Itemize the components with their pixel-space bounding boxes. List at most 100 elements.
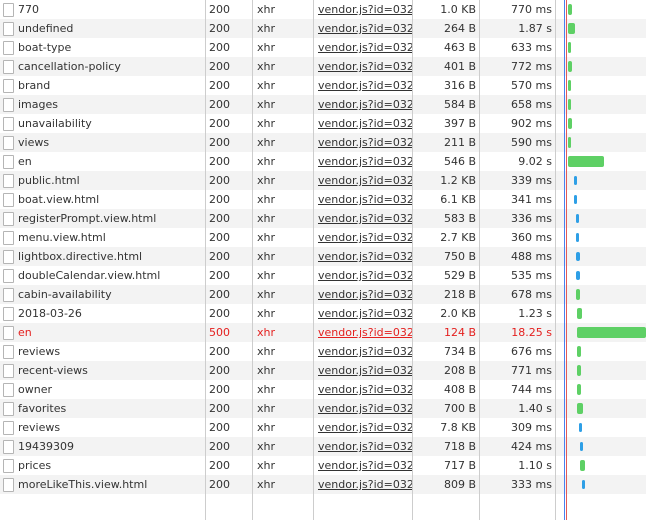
- name-cell[interactable]: doubleCalendar.view.html: [0, 266, 204, 285]
- waterfall-bar[interactable]: [568, 23, 575, 34]
- name-cell[interactable]: owner: [0, 380, 204, 399]
- table-row[interactable]: registerPrompt.view.html 200 xhr vendor.js?…: [0, 209, 646, 228]
- name-cell[interactable]: 19439309: [0, 437, 204, 456]
- initiator-link[interactable]: vendor.js?id=032...: [318, 98, 412, 111]
- name-cell[interactable]: registerPrompt.view.html: [0, 209, 204, 228]
- table-row[interactable]: reviews 200 xhr vendor.js?id=032... 734 B 676…: [0, 342, 646, 361]
- waterfall-bar[interactable]: [576, 252, 580, 261]
- waterfall-bar[interactable]: [568, 61, 572, 72]
- waterfall-bar[interactable]: [579, 423, 582, 432]
- table-row[interactable]: recent-views 200 xhr vendor.js?id=032... 208…: [0, 361, 646, 380]
- initiator-link[interactable]: vendor.js?id=032...: [318, 174, 412, 187]
- waterfall-bar[interactable]: [568, 156, 604, 167]
- table-row[interactable]: favorites 200 xhr vendor.js?id=032... 700 B 1…: [0, 399, 646, 418]
- name-cell[interactable]: reviews: [0, 342, 204, 361]
- table-row[interactable]: brand 200 xhr vendor.js?id=032... 316 B 570 m…: [0, 76, 646, 95]
- name-cell[interactable]: moreLikeThis.view.html: [0, 475, 204, 494]
- initiator-link[interactable]: vendor.js?id=032...: [318, 60, 412, 73]
- waterfall-bar[interactable]: [568, 42, 571, 53]
- initiator-link[interactable]: vendor.js?id=032...: [318, 212, 412, 225]
- table-row[interactable]: lightbox.directive.html 200 xhr vendor.js?i…: [0, 247, 646, 266]
- table-row[interactable]: cancellation-policy 200 xhr vendor.js?id=03…: [0, 57, 646, 76]
- table-row[interactable]: owner 200 xhr vendor.js?id=032... 408 B 744 m…: [0, 380, 646, 399]
- waterfall-bar[interactable]: [577, 308, 582, 319]
- name-cell[interactable]: cancellation-policy: [0, 57, 204, 76]
- name-cell[interactable]: prices: [0, 456, 204, 475]
- table-row[interactable]: unavailability 200 xhr vendor.js?id=032... 3…: [0, 114, 646, 133]
- name-cell[interactable]: menu.view.html: [0, 228, 204, 247]
- waterfall-bar[interactable]: [576, 214, 579, 223]
- column-divider[interactable]: [479, 0, 480, 520]
- initiator-link[interactable]: vendor.js?id=032...: [318, 136, 412, 149]
- waterfall-bar[interactable]: [568, 118, 572, 129]
- column-divider[interactable]: [205, 0, 206, 520]
- table-row[interactable]: boat.view.html 200 xhr vendor.js?id=032... 6…: [0, 190, 646, 209]
- table-row[interactable]: prices 200 xhr vendor.js?id=032... 717 B 1.10…: [0, 456, 646, 475]
- table-row[interactable]: cabin-availability 200 xhr vendor.js?id=032…: [0, 285, 646, 304]
- name-cell[interactable]: reviews: [0, 418, 204, 437]
- waterfall-bar[interactable]: [582, 480, 585, 489]
- name-cell[interactable]: en: [0, 152, 204, 171]
- column-divider[interactable]: [313, 0, 314, 520]
- name-cell[interactable]: boat-type: [0, 38, 204, 57]
- waterfall-bar[interactable]: [576, 233, 579, 242]
- column-divider[interactable]: [252, 0, 253, 520]
- waterfall-bar[interactable]: [576, 289, 580, 300]
- table-row[interactable]: 770 200 xhr vendor.js?id=032... 1.0 KB 770 ms: [0, 0, 646, 19]
- waterfall-bar[interactable]: [574, 195, 577, 204]
- initiator-link[interactable]: vendor.js?id=032...: [318, 383, 412, 396]
- waterfall-bar[interactable]: [574, 176, 577, 185]
- table-row[interactable]: boat-type 200 xhr vendor.js?id=032... 463 B 6…: [0, 38, 646, 57]
- waterfall-bar[interactable]: [568, 99, 571, 110]
- table-row[interactable]: 19439309 200 xhr vendor.js?id=032... 718 B 42…: [0, 437, 646, 456]
- waterfall-bar[interactable]: [568, 4, 572, 15]
- initiator-link[interactable]: vendor.js?id=032...: [318, 269, 412, 282]
- name-cell[interactable]: 770: [0, 0, 204, 19]
- name-cell[interactable]: cabin-availability: [0, 285, 204, 304]
- initiator-link[interactable]: vendor.js?id=032...: [318, 345, 412, 358]
- initiator-link[interactable]: vendor.js?id=032...: [318, 364, 412, 377]
- initiator-link[interactable]: vendor.js?id=032...: [318, 402, 412, 415]
- name-cell[interactable]: public.html: [0, 171, 204, 190]
- waterfall-bar[interactable]: [580, 442, 583, 451]
- waterfall-bar[interactable]: [577, 384, 581, 395]
- table-row[interactable]: views 200 xhr vendor.js?id=032... 211 B 590 m…: [0, 133, 646, 152]
- waterfall-bar[interactable]: [568, 80, 571, 91]
- waterfall-bar[interactable]: [580, 460, 585, 471]
- waterfall-bar[interactable]: [577, 346, 581, 357]
- name-cell[interactable]: recent-views: [0, 361, 204, 380]
- column-divider[interactable]: [555, 0, 556, 520]
- table-row[interactable]: en 500 xhr vendor.js?id=032... 124 B 18.25 s: [0, 323, 646, 342]
- waterfall-bar[interactable]: [577, 403, 583, 414]
- initiator-link[interactable]: vendor.js?id=032...: [318, 22, 412, 35]
- initiator-link[interactable]: vendor.js?id=032...: [318, 478, 412, 491]
- initiator-link[interactable]: vendor.js?id=032...: [318, 3, 412, 16]
- name-cell[interactable]: favorites: [0, 399, 204, 418]
- initiator-link[interactable]: vendor.js?id=032...: [318, 440, 412, 453]
- waterfall-bar[interactable]: [577, 327, 646, 338]
- initiator-link[interactable]: vendor.js?id=032...: [318, 459, 412, 472]
- name-cell[interactable]: lightbox.directive.html: [0, 247, 204, 266]
- waterfall-bar[interactable]: [576, 271, 580, 280]
- table-row[interactable]: menu.view.html 200 xhr vendor.js?id=032... 2…: [0, 228, 646, 247]
- table-row[interactable]: en 200 xhr vendor.js?id=032... 546 B 9.02 s: [0, 152, 646, 171]
- table-row[interactable]: moreLikeThis.view.html 200 xhr vendor.js?id…: [0, 475, 646, 494]
- initiator-link[interactable]: vendor.js?id=032...: [318, 288, 412, 301]
- name-cell[interactable]: unavailability: [0, 114, 204, 133]
- waterfall-bar[interactable]: [568, 137, 571, 148]
- initiator-link[interactable]: vendor.js?id=032...: [318, 307, 412, 320]
- table-row[interactable]: 2018-03-26 200 xhr vendor.js?id=032... 2.0 K…: [0, 304, 646, 323]
- column-divider[interactable]: [412, 0, 413, 520]
- initiator-link[interactable]: vendor.js?id=032...: [318, 326, 412, 339]
- initiator-link[interactable]: vendor.js?id=032...: [318, 155, 412, 168]
- name-cell[interactable]: en: [0, 323, 204, 342]
- name-cell[interactable]: images: [0, 95, 204, 114]
- initiator-link[interactable]: vendor.js?id=032...: [318, 421, 412, 434]
- name-cell[interactable]: boat.view.html: [0, 190, 204, 209]
- table-row[interactable]: reviews 200 xhr vendor.js?id=032... 7.8 KB 30…: [0, 418, 646, 437]
- name-cell[interactable]: undefined: [0, 19, 204, 38]
- initiator-link[interactable]: vendor.js?id=032...: [318, 250, 412, 263]
- initiator-link[interactable]: vendor.js?id=032...: [318, 79, 412, 92]
- initiator-link[interactable]: vendor.js?id=032...: [318, 117, 412, 130]
- initiator-link[interactable]: vendor.js?id=032...: [318, 231, 412, 244]
